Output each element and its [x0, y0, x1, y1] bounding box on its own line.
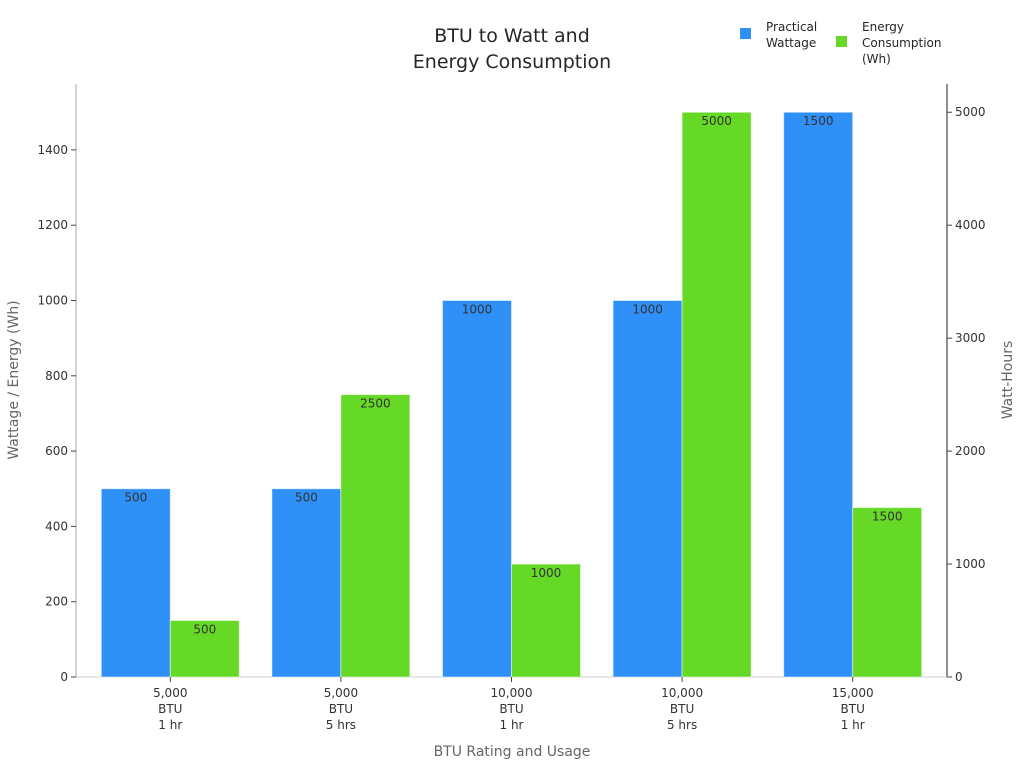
data-label: 1500: [872, 510, 903, 524]
y2-tick-label: 5000: [955, 105, 986, 119]
data-label: 500: [295, 491, 318, 505]
bar: [612, 299, 683, 678]
y-tick-label: 1000: [37, 293, 68, 307]
y2-tick-label: 1000: [955, 557, 986, 571]
data-label: 1500: [803, 114, 834, 128]
y2-tick-label: 3000: [955, 331, 986, 345]
bar: [100, 488, 171, 678]
bar: [783, 111, 854, 678]
legend-swatch-energy-consumption: [836, 36, 847, 47]
plot-area: 500 500 500 2500 1000 1000 1000 5000 1500 1500 0 2…: [37, 84, 986, 732]
x-tick-label: 5,000 BTU 1 hr: [153, 686, 187, 732]
bars: [100, 111, 923, 678]
bar: [169, 620, 240, 678]
x-ticks: 5,000 BTU 1 hr 5,000 BTU 5 hrs 10,000 BTU 1 hr 10…: [153, 677, 874, 732]
y-tick-label: 600: [45, 444, 68, 458]
bar: [271, 488, 342, 678]
left-ticks: 0 200 400 600 800 1000 1200 1400: [37, 143, 76, 684]
y-tick-label: 400: [45, 519, 68, 533]
y-tick-label: 1200: [37, 218, 68, 232]
x-tick-label: 10,000 BTU 1 hr: [491, 686, 533, 732]
y-tick-label: 0: [60, 670, 68, 684]
bar: [511, 563, 581, 678]
data-label: 2500: [360, 397, 391, 411]
data-label: 500: [124, 491, 147, 505]
y-tick-label: 200: [45, 595, 68, 609]
x-tick-label: 5,000 BTU 5 hrs: [324, 686, 358, 732]
bar: [442, 299, 512, 678]
legend-swatch-practical-wattage: [740, 28, 751, 39]
y2-tick-label: 4000: [955, 218, 986, 232]
bar: [340, 394, 411, 678]
data-label: 5000: [701, 114, 732, 128]
right-ticks: 0 1000 2000 3000 4000 5000: [947, 105, 986, 684]
x-tick-label: 15,000 BTU 1 hr: [832, 686, 874, 732]
legend: Practical Wattage Energy Consumption (Wh): [740, 20, 941, 66]
bar: [852, 507, 923, 678]
chart-title: BTU to Watt and Energy Consumption: [413, 25, 611, 73]
data-label: 1000: [462, 302, 493, 316]
y2-tick-label: 2000: [955, 444, 986, 458]
data-label: 500: [193, 623, 216, 637]
data-labels: 500 500 500 2500 1000 1000 1000 5000 1500 1500: [124, 114, 902, 636]
y-tick-label: 1400: [37, 143, 68, 157]
data-label: 1000: [531, 566, 562, 580]
y-tick-label: 800: [45, 369, 68, 383]
bar: [681, 111, 752, 678]
x-tick-label: 10,000 BTU 5 hrs: [661, 686, 703, 732]
x-axis-title: BTU Rating and Usage: [434, 744, 591, 760]
y-axis-left-title: Wattage / Energy (Wh): [6, 300, 22, 459]
data-label: 1000: [632, 302, 663, 316]
y-axis-right-title: Watt-Hours: [1000, 341, 1016, 420]
legend-label-energy-consumption: Energy Consumption (Wh): [862, 20, 941, 66]
y2-tick-label: 0: [955, 670, 963, 684]
legend-label-practical-wattage: Practical Wattage: [766, 20, 817, 50]
